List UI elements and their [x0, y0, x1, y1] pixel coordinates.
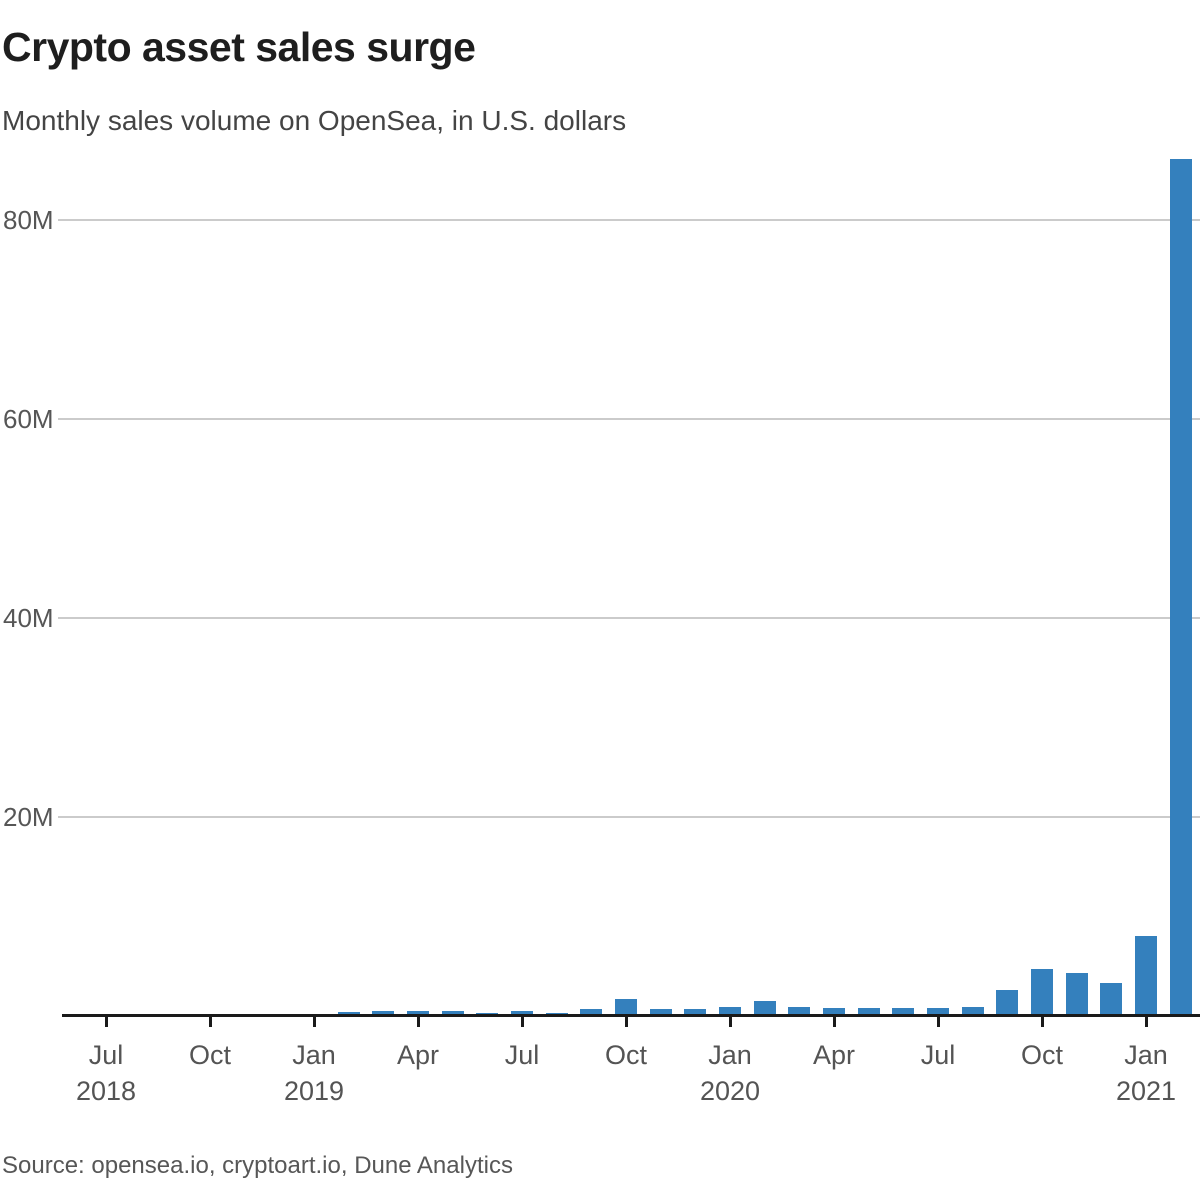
bar-mar-2020: [788, 1007, 811, 1016]
bar-jun-2020: [892, 1007, 915, 1016]
bar-jan-2020: [719, 1007, 741, 1016]
x-axis-month-label: Jan: [708, 1040, 752, 1070]
x-axis-tick: [832, 1017, 836, 1027]
bar-jul-2019: [511, 1010, 533, 1016]
bar-jan-2021: [1135, 936, 1157, 1016]
x-axis-line: [62, 1014, 1200, 1017]
x-axis-month-label: Jan: [292, 1040, 336, 1070]
x-axis-month-label: Jul: [920, 1040, 956, 1070]
bar-oct-2020: [1031, 969, 1053, 1016]
y-axis-tick-label: 60M: [3, 404, 54, 434]
y-gridline: [58, 816, 1200, 818]
x-axis-month-label: Jul: [88, 1040, 124, 1070]
x-axis-tick: [936, 1017, 940, 1027]
x-axis-year-label: 2019: [283, 1076, 345, 1106]
x-axis-month-label: Jul: [504, 1040, 540, 1070]
x-axis-month-label: Jan: [1124, 1040, 1168, 1070]
bar-mar-2019: [372, 1010, 395, 1016]
x-axis-tick: [728, 1017, 732, 1027]
y-axis-tick-label: 40M: [3, 603, 54, 633]
x-axis-tick: [1040, 1017, 1044, 1027]
x-axis-tick: [104, 1017, 108, 1027]
bar-nov-2020: [1065, 972, 1088, 1016]
x-axis-tick: [520, 1017, 524, 1027]
x-axis-month-label: Apr: [812, 1040, 856, 1070]
bar-may-2019: [441, 1010, 464, 1016]
bar-dec-2019: [684, 1009, 707, 1016]
x-axis-tick: [312, 1017, 316, 1027]
chart-title: Crypto asset sales surge: [2, 24, 476, 70]
bar-sep-2019: [580, 1009, 603, 1016]
source-note: Source: opensea.io, cryptoart.io, Dune A…: [2, 1152, 513, 1179]
bar-feb-2021: [1169, 159, 1192, 1016]
x-axis-year-label: 2021: [1115, 1076, 1177, 1106]
bar-aug-2020: [961, 1007, 984, 1016]
x-axis-tick: [1144, 1017, 1148, 1027]
bar-apr-2020: [823, 1007, 845, 1016]
bar-nov-2019: [649, 1008, 672, 1016]
x-axis-month-label: Oct: [188, 1040, 231, 1070]
bar-dec-2020: [1100, 983, 1123, 1016]
x-axis-month-label: Apr: [396, 1040, 440, 1070]
x-axis-tick: [624, 1017, 628, 1027]
chart-subtitle: Monthly sales volume on OpenSea, in U.S.…: [2, 105, 627, 136]
bar-sep-2020: [996, 989, 1019, 1016]
x-axis-month-label: Oct: [604, 1040, 647, 1070]
y-gridline: [58, 617, 1200, 619]
bar-jul-2020: [927, 1007, 949, 1016]
x-axis-year-label: 2020: [699, 1076, 761, 1106]
y-gridline: [58, 219, 1200, 221]
bar-apr-2019: [407, 1010, 429, 1016]
x-axis-year-label: 2018: [75, 1076, 137, 1106]
x-axis-tick: [208, 1017, 212, 1027]
y-axis-tick-label: 20M: [3, 802, 54, 832]
bar-may-2020: [857, 1007, 880, 1016]
x-axis-month-label: Oct: [1020, 1040, 1063, 1070]
bar-feb-2020: [753, 1001, 776, 1016]
x-axis-tick: [416, 1017, 420, 1027]
y-axis-tick-label: 80M: [3, 205, 54, 235]
bar-oct-2019: [615, 999, 637, 1016]
y-gridline: [58, 418, 1200, 420]
